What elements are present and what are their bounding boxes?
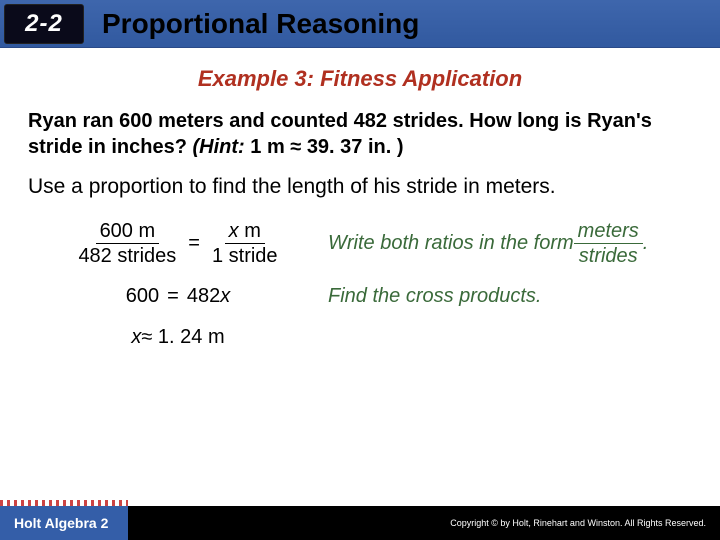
fraction-600-over-482: 600 m 482 strides [74,220,180,267]
instruction-text: Use a proportion to find the length of h… [28,174,692,200]
lesson-title: Proportional Reasoning [102,8,419,40]
lhs-600: 600 [126,285,159,308]
fraction-meters-strides: meters strides [574,220,643,267]
explain-pre: Write both ratios in the form [328,232,574,255]
variable-x-2: x [220,285,230,308]
explain-frac-num: meters [574,220,643,244]
example-heading: Example 3: Fitness Application [28,66,692,92]
header-bar: 2-2 Proportional Reasoning [0,0,720,48]
step-1-row: 600 m 482 strides = x m 1 stride Write b… [28,220,692,267]
frac2-numerator: x m [225,220,265,244]
step-2-equation: 600 = 482x [28,285,328,308]
hint-label: (Hint: [193,136,245,158]
step-2-explanation: Find the cross products. [328,285,692,308]
explain-post: . [643,232,649,255]
frac1-denominator: 482 strides [74,244,180,267]
approx-value: ≈ 1. 24 m [141,326,224,349]
variable-x-3: x [131,326,141,349]
footer-copyright: Copyright © by Holt, Rinehart and Winsto… [128,506,720,540]
footer-book-title: Holt Algebra 2 [0,506,128,540]
problem-statement: Ryan ran 600 meters and counted 482 stri… [28,108,692,160]
footer-bar: Holt Algebra 2 Copyright © by Holt, Rine… [0,506,720,540]
copyright-text: Copyright © by Holt, Rinehart and Winsto… [450,518,706,528]
variable-x: x [229,220,239,242]
section-number-badge: 2-2 [4,4,84,44]
explain-frac-den: strides [575,244,642,267]
section-number: 2-2 [25,10,63,38]
equals-sign-2: = [167,285,179,308]
step-3-equation: x ≈ 1. 24 m [28,326,328,349]
step-2-row: 600 = 482x Find the cross products. [28,285,692,308]
step-3-row: x ≈ 1. 24 m [28,326,692,349]
frac2-num-unit: m [239,220,261,242]
rhs-482: 482 [187,285,220,308]
step-1-explanation: Write both ratios in the form meters str… [328,220,692,267]
equals-sign: = [188,232,200,255]
hint-body: 1 m ≈ 39. 37 in. ) [245,136,404,158]
frac2-denominator: 1 stride [208,244,282,267]
step-1-equation: 600 m 482 strides = x m 1 stride [28,220,328,267]
slide-content: Example 3: Fitness Application Ryan ran … [0,48,720,349]
fraction-x-over-1: x m 1 stride [208,220,282,267]
frac1-numerator: 600 m [96,220,160,244]
